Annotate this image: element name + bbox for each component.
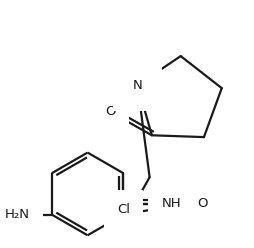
Text: Cl: Cl xyxy=(117,203,130,216)
Text: O: O xyxy=(105,105,116,118)
Text: NH: NH xyxy=(162,197,181,210)
Text: O: O xyxy=(198,197,208,210)
Text: N: N xyxy=(133,79,142,92)
Text: H₂N: H₂N xyxy=(5,208,30,221)
